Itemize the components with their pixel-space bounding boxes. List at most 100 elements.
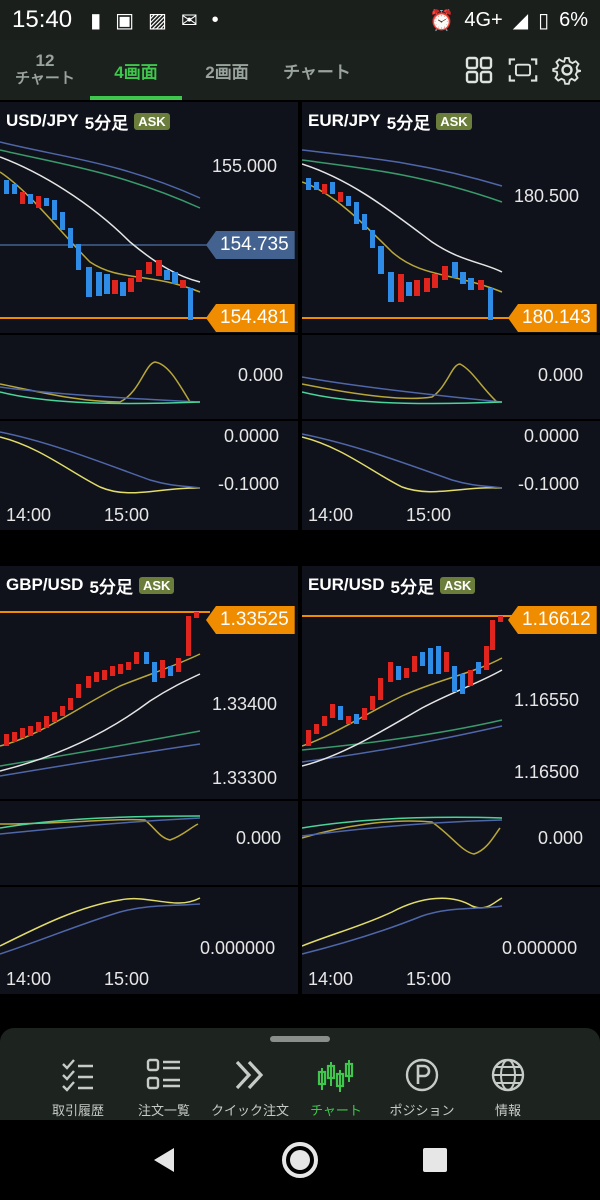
eurusd-chart <box>302 615 600 955</box>
osc2-label-bottom: -0.1000 <box>518 474 580 494</box>
tab-2-screen[interactable]: 2画面 <box>205 62 249 82</box>
price-label: 1.33400 <box>212 694 278 714</box>
bottom-nav: 取引履歴 注文一覧 クイック注文 <box>0 1028 600 1120</box>
timeframe: 5分足 <box>390 577 434 597</box>
osc2-label: 0.000000 <box>200 938 276 958</box>
tab-12-label: チャート <box>15 70 75 87</box>
ask-price-tag: 1.16612 <box>508 606 597 634</box>
time-label: 15:00 <box>104 505 150 525</box>
nav-label: 情報 <box>494 1103 521 1118</box>
nav-label: ポジション <box>389 1103 455 1118</box>
time-label: 14:00 <box>6 969 52 989</box>
gear-icon[interactable] <box>552 55 582 85</box>
ask-badge[interactable]: ASK <box>436 112 472 130</box>
drag-handle[interactable] <box>270 1036 330 1042</box>
nav-position[interactable]: ポジション <box>379 1056 465 1119</box>
network-label: 4G+ <box>464 8 503 31</box>
alarm-icon: ⏰ <box>429 9 455 32</box>
time-label: 14:00 <box>308 969 354 989</box>
tab-12-chart[interactable]: 12 チャート <box>0 40 90 100</box>
globe-icon <box>491 1058 525 1092</box>
osc2-label-bottom: -0.1000 <box>218 474 280 494</box>
timeframe: 5分足 <box>386 113 431 133</box>
tab-chart[interactable]: チャート <box>283 62 351 82</box>
mail-icon: ✉ <box>180 9 198 32</box>
nav-label: チャート <box>310 1103 362 1118</box>
nav-order-list[interactable]: 注文一覧 <box>121 1056 207 1119</box>
osc2-label-top: 0.0000 <box>524 426 580 446</box>
double-chevron-icon <box>235 1060 264 1090</box>
time-label: 14:00 <box>6 505 52 525</box>
pair-name: USD/JPY <box>6 111 79 130</box>
eurjpy-candles <box>306 178 493 320</box>
nav-label: 取引履歴 <box>51 1103 104 1118</box>
time-label: 14:00 <box>308 505 354 525</box>
usdjpy-candles <box>4 180 193 320</box>
checklist-icon <box>62 1059 93 1092</box>
tab-12-number: 12 <box>35 51 55 70</box>
alert-icon: ▮ <box>90 9 102 32</box>
ask-badge[interactable]: ASK <box>439 576 476 594</box>
list-icon <box>146 1058 180 1090</box>
gbpusd-candles <box>4 612 199 746</box>
image-icon: ▣ <box>115 9 134 32</box>
panel-title: GBP/USD 5分足 ASK <box>6 572 175 598</box>
pair-name: EUR/JPY <box>308 111 381 130</box>
ask-price-tag: 180.143 <box>508 304 597 332</box>
pair-name: GBP/USD <box>6 575 84 594</box>
nav-chart[interactable]: チャート <box>293 1056 379 1119</box>
osc1-label: 0.000 <box>538 828 584 848</box>
battery-level: 6% <box>559 8 588 31</box>
tab-4-screen[interactable]: 4画面 <box>90 40 182 100</box>
nav-label: 注文一覧 <box>137 1103 190 1118</box>
current-price-tag: 154.735 <box>206 231 295 259</box>
gbpusd-chart <box>0 611 298 955</box>
ask-badge[interactable]: ASK <box>138 576 175 594</box>
timeframe: 5分足 <box>89 577 133 597</box>
ask-price-tag: 1.33525 <box>206 606 295 634</box>
osc1-label: 0.000 <box>236 828 282 848</box>
home-icon[interactable] <box>280 1140 320 1180</box>
eurjpy-chart <box>302 149 600 493</box>
back-icon[interactable] <box>150 1145 180 1175</box>
time-label: 15:00 <box>104 969 150 989</box>
nav-label: クイック注文 <box>210 1103 289 1118</box>
time-label: 15:00 <box>406 505 452 525</box>
osc1-label: 0.000 <box>538 365 584 385</box>
android-nav-bar <box>0 1120 600 1200</box>
top-tab-bar: 12 チャート 4画面 2画面 チャート <box>0 40 600 100</box>
panel-title: USD/JPY 5分足 ASK <box>6 108 170 134</box>
chart-panel-usdjpy[interactable]: USD/JPY 5分足 ASK 155.000 154.735 154.481 … <box>0 102 298 530</box>
chart-panel-gbpusd[interactable]: GBP/USD 5分足 ASK 1.33525 1.33400 1.33300 … <box>0 566 298 994</box>
nav-trade-history[interactable]: 取引履歴 <box>35 1056 121 1119</box>
chart-panel-eurusd[interactable]: EUR/USD 5分足 ASK 1.16612 1.16550 1.16500 … <box>302 566 600 994</box>
price-label: 1.33300 <box>212 768 278 788</box>
chart-panel-eurjpy[interactable]: EUR/JPY 5分足 ASK 180.500 180.143 0.000 0.… <box>302 102 600 530</box>
candlestick-icon <box>317 1060 354 1092</box>
osc1-label: 0.000 <box>238 365 284 385</box>
signal-icon: ◢ <box>512 9 529 32</box>
status-bar: 15:40 ▮ ▣ ▨ ✉ • ⏰ 4G+ ◢ ▯ 6% <box>0 0 600 40</box>
pair-name: EUR/USD <box>308 575 385 594</box>
status-time: 15:40 <box>12 6 73 33</box>
recents-icon[interactable] <box>420 1145 450 1175</box>
price-label: 155.000 <box>212 156 278 176</box>
ask-badge[interactable]: ASK <box>134 112 170 130</box>
panel-title: EUR/USD 5分足 ASK <box>308 572 476 598</box>
osc2-label-top: 0.0000 <box>224 426 280 446</box>
screen-capture-icon[interactable] <box>508 55 538 85</box>
nav-info[interactable]: 情報 <box>465 1056 551 1119</box>
price-label: 1.16550 <box>514 690 580 710</box>
price-label: 1.16500 <box>514 762 580 782</box>
nav-quick-order[interactable]: クイック注文 <box>207 1056 293 1119</box>
timeframe: 5分足 <box>84 113 129 133</box>
p-circle-icon <box>405 1058 439 1092</box>
grid-layout-icon[interactable] <box>464 55 494 85</box>
usdjpy-chart <box>0 141 298 494</box>
price-label: 180.500 <box>514 186 580 206</box>
eurusd-candles <box>306 616 503 746</box>
ask-price-tag: 154.481 <box>206 304 295 332</box>
dot-icon: • <box>211 8 219 31</box>
time-label: 15:00 <box>406 969 452 989</box>
